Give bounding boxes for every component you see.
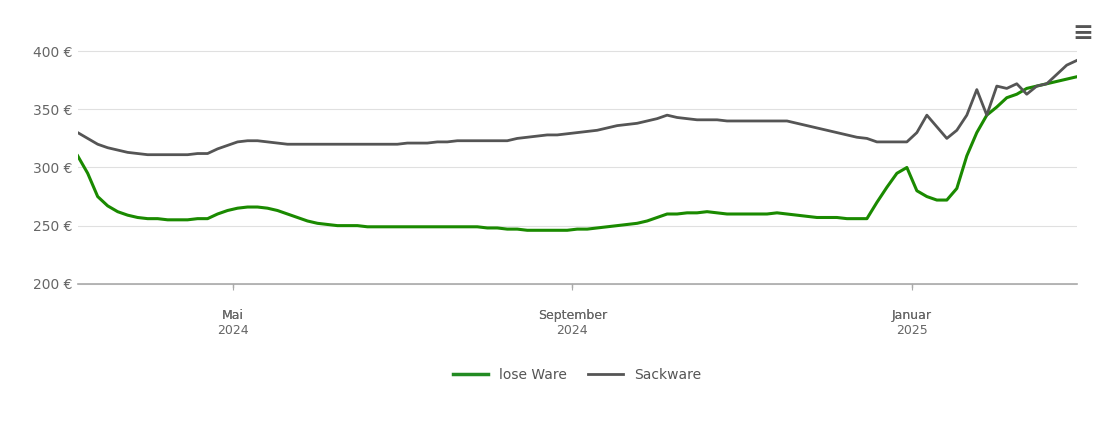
Legend: lose Ware, Sackware: lose Ware, Sackware <box>448 363 706 388</box>
Text: Januar
2025: Januar 2025 <box>891 309 932 337</box>
Text: Mai
2024: Mai 2024 <box>216 309 249 337</box>
Text: ≡: ≡ <box>1072 21 1093 45</box>
Text: Januar: Januar <box>891 309 932 322</box>
Text: September: September <box>537 309 607 322</box>
Text: September
2024: September 2024 <box>537 309 607 337</box>
Text: Mai: Mai <box>222 309 243 322</box>
